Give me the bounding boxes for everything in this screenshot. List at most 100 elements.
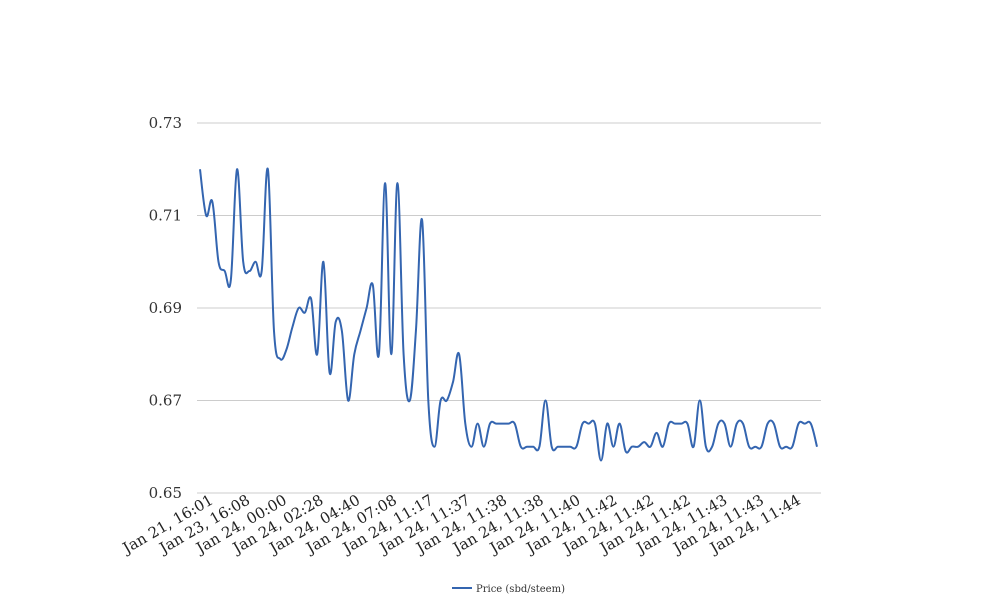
data-point bbox=[655, 431, 658, 434]
data-point bbox=[575, 445, 578, 448]
data-point bbox=[260, 270, 263, 273]
data-point bbox=[742, 422, 745, 425]
series-layer bbox=[199, 167, 819, 462]
series-line-price bbox=[199, 167, 818, 462]
data-point bbox=[735, 422, 738, 425]
data-point bbox=[581, 422, 584, 425]
y-axis-ticks: 0.73 0.71 0.69 0.67 0.65 bbox=[149, 114, 182, 502]
data-point bbox=[334, 320, 337, 323]
data-point bbox=[390, 353, 393, 356]
data-point bbox=[427, 399, 430, 402]
data-point bbox=[482, 445, 485, 448]
data-point bbox=[803, 422, 806, 425]
data-point bbox=[285, 348, 288, 351]
data-point bbox=[680, 422, 683, 425]
y-tick-label: 0.73 bbox=[149, 114, 182, 132]
data-point bbox=[273, 330, 276, 333]
data-point bbox=[199, 168, 202, 171]
data-point bbox=[692, 445, 695, 448]
data-point bbox=[748, 445, 751, 448]
data-point bbox=[340, 330, 343, 333]
data-point bbox=[600, 459, 603, 462]
data-point bbox=[316, 353, 319, 356]
data-point bbox=[402, 353, 405, 356]
data-point bbox=[377, 353, 380, 356]
data-point bbox=[495, 422, 498, 425]
data-point bbox=[686, 422, 689, 425]
data-point bbox=[266, 168, 269, 171]
data-point bbox=[797, 422, 800, 425]
data-point bbox=[612, 445, 615, 448]
data-point bbox=[519, 445, 522, 448]
data-point bbox=[347, 399, 350, 402]
data-point bbox=[538, 445, 541, 448]
data-point bbox=[254, 260, 257, 263]
data-point bbox=[513, 422, 516, 425]
data-point bbox=[816, 445, 819, 448]
data-point bbox=[371, 283, 374, 286]
data-point bbox=[303, 311, 306, 314]
data-point bbox=[785, 445, 788, 448]
data-point bbox=[414, 330, 417, 333]
data-point bbox=[507, 422, 510, 425]
data-point bbox=[772, 422, 775, 425]
y-tick-label: 0.65 bbox=[149, 484, 182, 502]
data-point bbox=[717, 422, 720, 425]
data-point bbox=[445, 399, 448, 402]
data-point bbox=[501, 422, 504, 425]
data-point bbox=[587, 422, 590, 425]
data-point bbox=[297, 307, 300, 310]
data-point bbox=[630, 445, 633, 448]
data-point bbox=[470, 445, 473, 448]
data-point bbox=[476, 422, 479, 425]
data-point bbox=[217, 260, 220, 263]
legend: Price (sbd/steem) bbox=[452, 584, 565, 595]
data-point bbox=[205, 214, 208, 217]
data-point bbox=[711, 445, 714, 448]
data-point bbox=[248, 270, 251, 273]
data-point bbox=[396, 182, 399, 185]
data-point bbox=[766, 422, 769, 425]
data-point bbox=[359, 330, 362, 333]
data-point bbox=[556, 445, 559, 448]
data-point bbox=[698, 399, 701, 402]
data-point bbox=[704, 445, 707, 448]
data-point bbox=[223, 270, 226, 273]
data-point bbox=[328, 371, 331, 374]
data-point bbox=[458, 353, 461, 356]
data-point bbox=[569, 445, 572, 448]
data-point bbox=[211, 200, 214, 203]
data-point bbox=[593, 422, 596, 425]
data-point bbox=[674, 422, 677, 425]
data-point bbox=[452, 381, 455, 384]
data-point bbox=[229, 279, 232, 282]
data-point bbox=[550, 445, 553, 448]
data-point bbox=[661, 445, 664, 448]
data-point bbox=[754, 445, 757, 448]
data-point bbox=[242, 260, 245, 263]
data-point bbox=[760, 445, 763, 448]
data-point bbox=[353, 353, 356, 356]
data-point bbox=[544, 399, 547, 402]
data-point bbox=[365, 307, 368, 310]
data-point bbox=[563, 445, 566, 448]
data-point bbox=[384, 182, 387, 185]
data-point bbox=[618, 422, 621, 425]
data-point bbox=[667, 422, 670, 425]
y-tick-label: 0.69 bbox=[149, 299, 182, 317]
y-tick-label: 0.67 bbox=[149, 392, 182, 410]
data-point bbox=[729, 445, 732, 448]
data-point bbox=[433, 445, 436, 448]
data-point bbox=[236, 168, 239, 171]
data-point bbox=[606, 422, 609, 425]
data-point bbox=[464, 422, 467, 425]
data-point bbox=[489, 422, 492, 425]
data-point bbox=[526, 445, 529, 448]
data-point bbox=[322, 260, 325, 263]
data-point bbox=[439, 399, 442, 402]
data-point bbox=[408, 399, 411, 402]
legend-label-price: Price (sbd/steem) bbox=[476, 584, 565, 595]
data-point bbox=[779, 445, 782, 448]
